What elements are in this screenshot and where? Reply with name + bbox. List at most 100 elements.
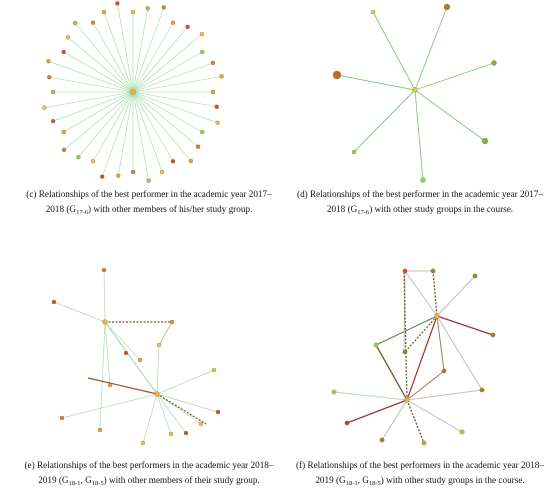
edge	[156, 393, 207, 425]
node	[490, 332, 496, 338]
caption-line: 2019 (G18-1, G18-5) with other study gro…	[315, 475, 524, 487]
caption-line: (c) Relationships of the best performer …	[26, 189, 272, 199]
caption-text: ) with other members of their study grou…	[104, 475, 260, 485]
node	[210, 89, 216, 95]
node	[59, 415, 65, 421]
node	[76, 154, 81, 160]
node	[210, 60, 216, 66]
edge	[132, 91, 163, 172]
edge	[156, 369, 215, 395]
node	[491, 60, 497, 66]
edge	[156, 344, 160, 395]
node	[42, 105, 47, 110]
edge	[132, 7, 165, 93]
caption-text: (d) Relationships of the best performer …	[297, 189, 543, 199]
network-graphs	[42, 1, 497, 446]
node	[402, 349, 408, 355]
edge	[49, 76, 134, 93]
edge	[436, 315, 494, 336]
node	[101, 9, 107, 15]
caption-text: 2019 (G	[315, 475, 346, 485]
edge	[63, 91, 134, 151]
edge	[132, 91, 203, 133]
node	[102, 319, 108, 325]
node	[130, 9, 136, 15]
node	[373, 342, 379, 348]
edge	[414, 89, 424, 181]
node	[46, 59, 51, 64]
subscript: 17-6	[357, 209, 370, 216]
node	[65, 35, 71, 40]
edge	[132, 76, 222, 93]
edge	[103, 269, 106, 323]
node	[183, 430, 189, 436]
node	[61, 147, 67, 153]
caption-line: (d) Relationships of the best performer …	[297, 189, 543, 199]
subscript: 18-5	[92, 480, 104, 487]
edge	[156, 393, 187, 434]
edge	[74, 22, 134, 93]
edge	[132, 26, 188, 93]
edge	[406, 399, 425, 444]
edge	[372, 11, 416, 91]
edge	[156, 393, 172, 435]
caption-line: 2018 (G17-6) with other study groups in …	[327, 204, 513, 216]
node	[116, 173, 121, 178]
node	[479, 387, 485, 393]
node	[199, 31, 205, 37]
node	[146, 178, 151, 183]
edge	[414, 89, 486, 142]
node	[185, 24, 190, 30]
edge	[132, 91, 218, 124]
edge	[53, 91, 134, 122]
node	[219, 74, 224, 79]
node	[370, 9, 376, 15]
node	[200, 49, 205, 55]
edge	[436, 315, 483, 391]
edge	[117, 91, 134, 176]
edge	[132, 91, 192, 162]
node	[332, 70, 342, 80]
node	[51, 299, 57, 305]
edge	[132, 22, 174, 93]
edge	[63, 91, 134, 133]
edge	[406, 389, 483, 401]
caption-line: 2019 (G18-1, G18-5) with other members o…	[38, 475, 260, 487]
node	[170, 20, 176, 25]
node	[331, 389, 337, 395]
edge	[103, 12, 134, 93]
node	[430, 268, 436, 274]
node	[404, 397, 410, 403]
node	[214, 104, 219, 109]
edge	[92, 91, 134, 162]
node	[443, 3, 451, 11]
caption-text: , G	[80, 475, 92, 485]
node	[379, 437, 385, 443]
node	[145, 6, 150, 11]
edge	[44, 91, 134, 108]
caption-text: 2019 (G	[38, 475, 69, 485]
edge	[104, 321, 158, 395]
caption-text: (e) Relationships of the best performers…	[25, 460, 274, 470]
caption-text: 2018 (G	[327, 204, 358, 214]
edge	[132, 8, 149, 93]
node	[101, 267, 107, 273]
edge	[346, 399, 408, 424]
node	[159, 169, 165, 175]
edge	[132, 62, 213, 93]
edge	[142, 393, 158, 444]
edge	[53, 301, 106, 323]
captions: (c) Relationships of the best performer …	[25, 189, 545, 487]
edge	[104, 321, 141, 361]
node	[441, 368, 447, 374]
caption-text: ) with other study groups in the course.	[369, 204, 513, 214]
node	[154, 391, 160, 397]
edge	[132, 91, 199, 147]
node	[200, 129, 205, 135]
node	[198, 421, 204, 427]
edge	[375, 315, 438, 346]
node	[72, 20, 78, 26]
edge	[132, 51, 203, 93]
subscript: 18-1	[346, 480, 358, 487]
